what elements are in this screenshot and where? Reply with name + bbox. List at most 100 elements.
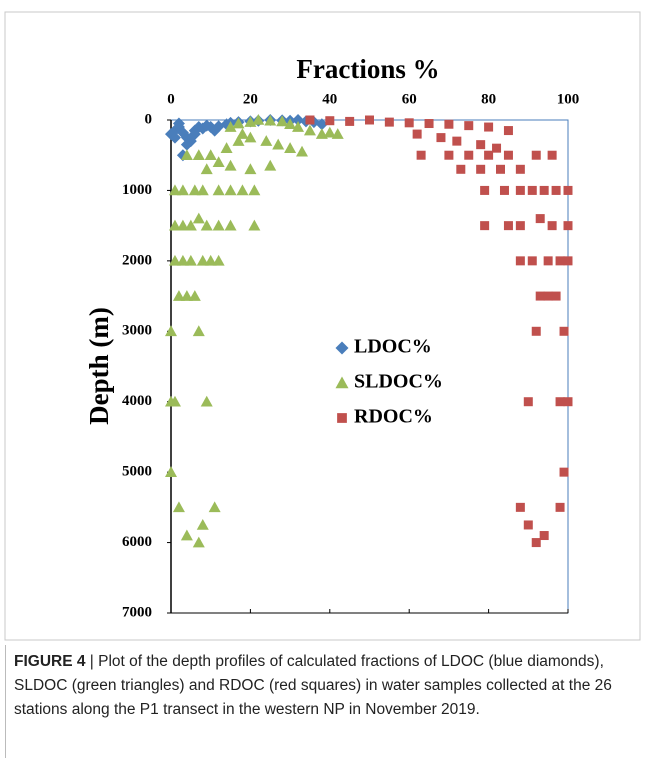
point (244, 131, 257, 143)
point (284, 142, 297, 153)
point (547, 221, 557, 231)
point (260, 135, 273, 146)
point (543, 291, 553, 301)
point (224, 184, 237, 196)
point (168, 131, 181, 144)
point (252, 114, 265, 125)
point (444, 150, 454, 160)
point (499, 185, 509, 195)
x-tick-label: 40 (322, 91, 337, 107)
point (539, 531, 549, 541)
legend-marker (335, 341, 349, 355)
point (276, 115, 289, 127)
point (184, 254, 197, 266)
y-tick-label: 1000 (122, 182, 152, 198)
point (168, 184, 181, 196)
point (503, 221, 513, 231)
point (484, 122, 494, 132)
point (464, 121, 474, 131)
point (547, 150, 557, 160)
y-tick-label: 3000 (122, 323, 152, 339)
point (192, 536, 205, 548)
y-tick-label: 0 (145, 111, 153, 127)
point (531, 150, 541, 160)
caption-bar (5, 645, 6, 758)
legend-label: RDOC% (354, 406, 433, 428)
point (456, 164, 466, 174)
caption: FIGURE 4 | Plot of the depth profiles of… (14, 650, 634, 722)
point (527, 185, 537, 195)
point (176, 254, 189, 266)
point (196, 254, 209, 266)
point (188, 184, 201, 196)
caption-text: | Plot of the depth profiles of calculat… (14, 653, 612, 718)
point (515, 256, 525, 266)
point (515, 221, 525, 231)
x-tick-label: 100 (557, 91, 580, 107)
point (484, 150, 494, 160)
point (559, 326, 569, 336)
x-tick-label: 20 (243, 91, 258, 107)
point (180, 149, 193, 161)
point (292, 114, 305, 126)
point (551, 185, 561, 195)
point (539, 185, 549, 195)
point (196, 518, 209, 530)
point (404, 118, 414, 128)
point (172, 501, 185, 513)
point (476, 164, 486, 174)
point (204, 254, 217, 266)
y-tick-label: 2000 (122, 252, 152, 268)
point (212, 219, 225, 231)
point (165, 325, 177, 337)
point (200, 163, 213, 175)
point (496, 164, 506, 174)
point (180, 138, 193, 151)
legend-marker (337, 413, 347, 423)
point (192, 149, 205, 161)
point (168, 254, 181, 266)
point (188, 128, 201, 141)
point (248, 184, 261, 196)
point (563, 397, 573, 407)
point (212, 156, 225, 168)
y-tick-label: 7000 (122, 604, 152, 620)
point (503, 150, 513, 160)
point (184, 219, 197, 231)
point (531, 538, 541, 548)
point (284, 118, 297, 130)
point (192, 325, 205, 337)
point (232, 135, 245, 146)
point (492, 143, 502, 153)
y-axis-label: Depth (m) (84, 307, 114, 425)
point (292, 121, 305, 132)
point (515, 502, 525, 512)
point (563, 221, 573, 231)
point (248, 219, 261, 231)
legend-label: SLDOC% (354, 371, 443, 393)
point (305, 115, 315, 125)
point (264, 114, 277, 126)
point (563, 256, 573, 266)
y-tick-label: 5000 (122, 464, 152, 480)
point (480, 221, 490, 231)
x-tick-label: 80 (481, 91, 496, 107)
point (515, 185, 525, 195)
point (515, 164, 525, 174)
point (416, 150, 426, 160)
point (315, 118, 328, 131)
point (331, 128, 344, 139)
point (555, 397, 565, 407)
point (220, 142, 233, 153)
point (563, 185, 573, 195)
point (212, 184, 225, 196)
x-tick-label: 60 (402, 91, 417, 107)
y-tick-label: 4000 (122, 393, 152, 409)
figure-frame (4, 11, 641, 641)
point (236, 128, 249, 139)
point (476, 140, 486, 150)
point (204, 121, 217, 134)
chart: Fractions % Depth (m) 0 20 40 60 80 100010002… (4, 11, 641, 641)
point (224, 159, 237, 171)
point (535, 291, 545, 301)
